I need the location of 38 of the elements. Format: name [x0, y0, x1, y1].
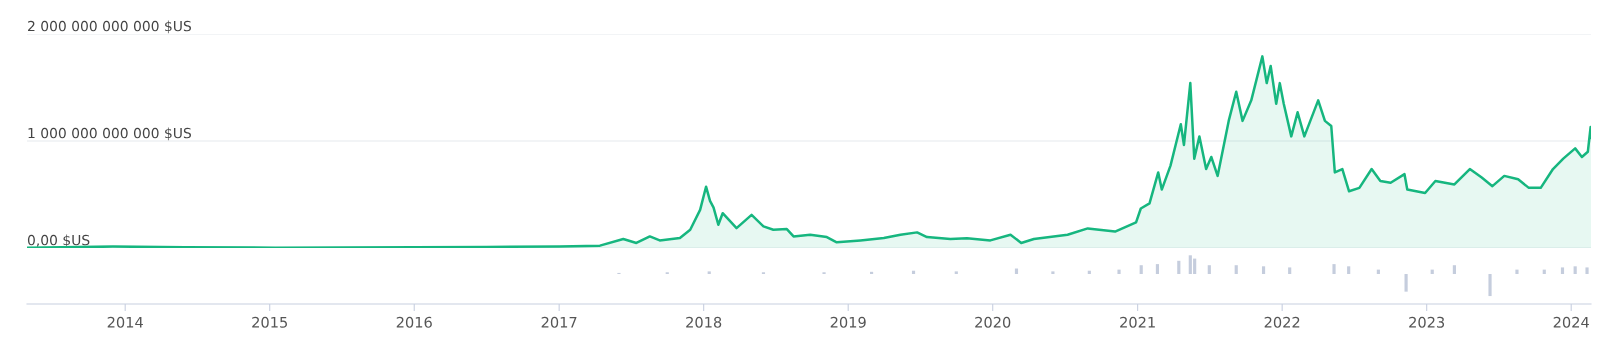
- x-tick-label: 2018: [686, 316, 722, 328]
- y-tick-label: 2 000 000 000 000 $US: [28, 20, 191, 34]
- bar: [1193, 258, 1197, 275]
- x-tick-label: 2014: [107, 316, 143, 328]
- bar: [1404, 274, 1408, 292]
- bar: [1051, 271, 1055, 275]
- x-tick-label: 2021: [1120, 316, 1155, 328]
- bar: [1560, 267, 1565, 275]
- bar: [1139, 265, 1143, 275]
- x-tick-label: 2023: [1409, 316, 1445, 328]
- y-tick-label: 1 000 000 000 000 $US: [28, 127, 191, 141]
- x-tick-label: 2016: [396, 316, 432, 328]
- bar: [1087, 270, 1091, 275]
- bar: [1488, 274, 1492, 297]
- bar: [1585, 267, 1589, 275]
- bar: [1117, 269, 1121, 275]
- y-tick-label: 0,00 $US: [27, 234, 90, 248]
- bar: [1515, 269, 1519, 275]
- bar: [1347, 266, 1351, 275]
- x-tick-label: 2022: [1264, 316, 1300, 328]
- x-tick-label: 2020: [975, 316, 1011, 328]
- x-tick-label: 2017: [541, 316, 577, 328]
- bar: [1573, 266, 1577, 275]
- bar: [1332, 264, 1336, 275]
- bar: [1288, 267, 1292, 275]
- bar: [954, 271, 958, 275]
- bar: [1261, 266, 1266, 275]
- bar: [1188, 255, 1192, 275]
- x-tick-label: 2024: [1553, 316, 1589, 328]
- bar: [1234, 265, 1238, 275]
- bar: [1452, 265, 1456, 275]
- x-tick-label: 2019: [830, 316, 866, 328]
- bar: [1155, 264, 1160, 275]
- bar: [1207, 265, 1211, 275]
- bar: [1177, 260, 1181, 275]
- bar: [707, 271, 711, 275]
- x-tick-label: 2015: [252, 316, 287, 328]
- bar: [911, 270, 916, 275]
